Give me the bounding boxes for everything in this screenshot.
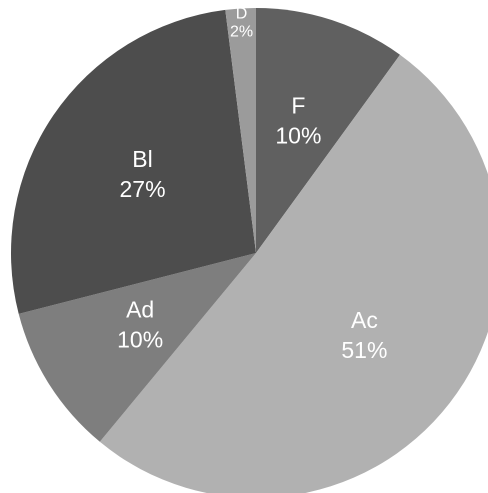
pie-slice — [225, 8, 256, 253]
pie-slice — [18, 253, 256, 442]
slice-category: F — [291, 93, 305, 119]
slice-category: Ac — [351, 307, 378, 333]
pie-slice — [11, 9, 257, 314]
slice-value-label: 51% — [341, 337, 387, 363]
slice-value-label: 10% — [117, 327, 163, 353]
slice-category: D — [236, 5, 248, 22]
slice-value-label: 2% — [230, 23, 253, 40]
slice-value-label: 10% — [275, 123, 321, 149]
slice-category: Ad — [126, 297, 154, 323]
slice-category: Bl — [132, 146, 152, 172]
pie-slice — [256, 8, 401, 253]
pie-slice — [99, 54, 488, 493]
slice-value-label: 27% — [120, 176, 166, 202]
